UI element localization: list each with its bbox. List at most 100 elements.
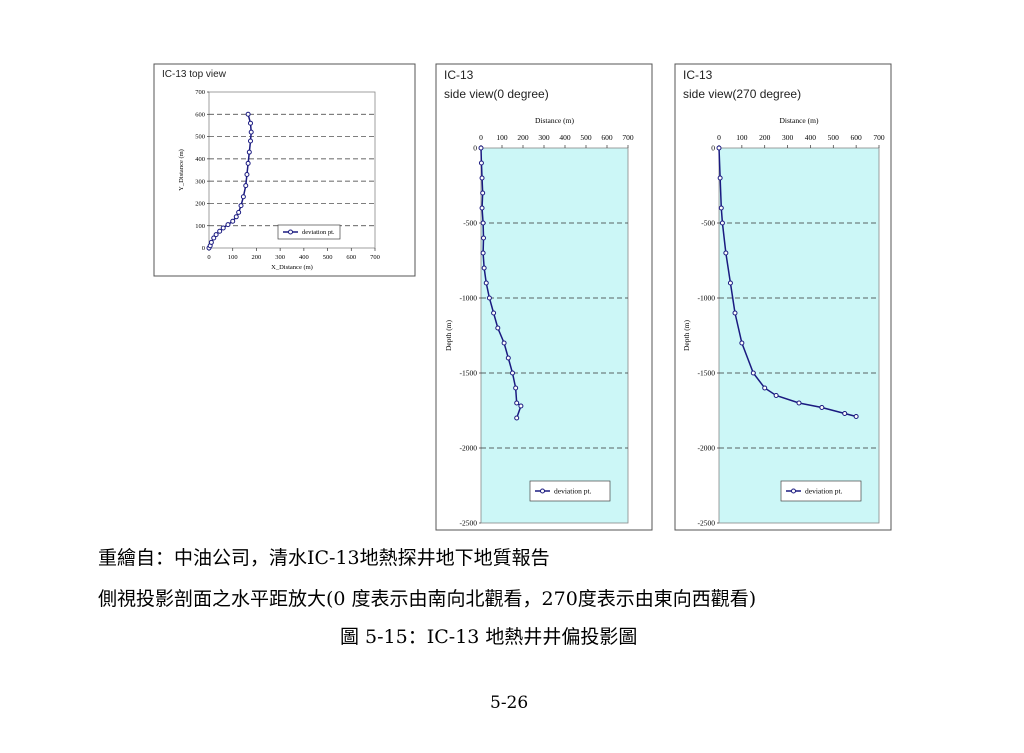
- data-point: [480, 220, 486, 226]
- x-tick-label: 0: [717, 133, 721, 142]
- data-point: [479, 205, 485, 211]
- legend-marker: [288, 229, 293, 235]
- y-tick-label: 100: [195, 223, 205, 230]
- x-tick-label: 500: [828, 133, 840, 142]
- data-point: [853, 414, 859, 419]
- legend-label: deviation pt.: [805, 487, 843, 496]
- data-point: [842, 411, 848, 416]
- data-point: [505, 355, 511, 361]
- data-point: [501, 340, 507, 346]
- data-point: [727, 280, 733, 286]
- x-tick-label: 600: [346, 254, 356, 261]
- caption: 重繪自：中油公司，清水IC-13地熱探井地下地質報告: [98, 547, 550, 569]
- y-tick-label: 300: [195, 178, 205, 185]
- series-line: [480, 147, 522, 419]
- data-point: [225, 222, 231, 228]
- data-point: [481, 265, 487, 271]
- data-point: [248, 138, 253, 144]
- y-tick-label: -500: [701, 219, 715, 228]
- data-point: [248, 120, 253, 126]
- y-tick-label: -2500: [460, 519, 478, 528]
- chart-title: IC-13: [683, 68, 713, 82]
- data-point: [495, 325, 501, 331]
- data-point: [245, 111, 251, 117]
- y-tick-label: -2000: [460, 444, 478, 453]
- x-tick-label: 700: [873, 133, 885, 142]
- caption: 側視投影剖面之水平距放大(0 度表示由南向北觀看，270度表示由東向西觀看): [98, 588, 757, 610]
- data-point: [518, 403, 524, 409]
- data-point: [481, 235, 487, 241]
- data-point: [514, 400, 520, 406]
- x-tick-label: 400: [805, 133, 817, 142]
- y-tick-label: -1000: [460, 294, 478, 303]
- legend-marker: [791, 488, 796, 494]
- x-tick-label: 0: [479, 133, 483, 142]
- legend-marker: [540, 488, 545, 494]
- data-point: [248, 129, 254, 135]
- y-tick-label: -1000: [698, 294, 716, 303]
- data-point: [211, 235, 217, 241]
- x-tick-label: 200: [759, 133, 771, 142]
- x-tick-label: 600: [851, 133, 863, 142]
- data-point: [213, 232, 219, 238]
- data-point: [796, 400, 802, 406]
- y-axis-label: Y_Distance (m): [178, 149, 185, 191]
- data-point: [513, 385, 519, 391]
- data-point: [243, 183, 249, 189]
- x-tick-label: 200: [517, 133, 529, 142]
- figure-caption: 圖 5-15：IC-13 地熱井井偏投影圖: [340, 626, 638, 648]
- x-tick-label: 100: [736, 133, 748, 142]
- data-point: [723, 250, 729, 256]
- data-point: [719, 220, 725, 226]
- data-point: [238, 203, 244, 209]
- x-axis-label: Distance (m): [780, 116, 819, 125]
- page-number: 5-26: [490, 693, 529, 713]
- x-tick-label: 700: [622, 133, 634, 142]
- y-tick-label: 0: [711, 144, 715, 153]
- data-point: [762, 385, 768, 391]
- charts: IC-13 top view 0 100 200 300 400 500 600 700 0 100…: [153, 63, 892, 531]
- data-point: [732, 310, 738, 316]
- x-tick-label: 700: [370, 254, 380, 261]
- chart-title: IC-13 top view: [162, 69, 227, 80]
- x-tick-label: 600: [601, 133, 613, 142]
- data-point: [479, 175, 485, 181]
- x-tick-label: 300: [538, 133, 550, 142]
- data-point: [246, 149, 252, 155]
- y-axis-label: Depth (m): [682, 319, 691, 351]
- data-point: [716, 145, 722, 151]
- data-point: [486, 295, 492, 301]
- data-point: [236, 209, 242, 215]
- legend-box: [780, 480, 862, 502]
- y-tick-label: 0: [473, 144, 477, 153]
- chart-subtitle: side view(0 degree): [444, 87, 549, 101]
- legend-label: deviation pt.: [554, 487, 592, 496]
- y-tick-label: 400: [195, 156, 205, 163]
- y-tick-label: -500: [463, 219, 477, 228]
- x-tick-label: 500: [323, 254, 333, 261]
- data-point: [717, 175, 723, 181]
- legend-label: deviation pt.: [302, 229, 335, 236]
- data-point: [220, 225, 226, 231]
- data-point: [208, 239, 214, 245]
- y-tick-label: 600: [195, 111, 205, 118]
- y-tick-label: 700: [195, 89, 205, 96]
- data-point: [514, 415, 520, 421]
- data-point: [244, 171, 250, 177]
- y-tick-label: -1500: [698, 369, 716, 378]
- plot-area: [718, 147, 880, 524]
- x-tick-label: 100: [496, 133, 508, 142]
- data-point: [478, 145, 484, 151]
- x-tick-label: 0: [207, 254, 210, 261]
- legend-box: [277, 224, 341, 240]
- data-point: [491, 310, 497, 316]
- x-tick-label: 100: [228, 254, 238, 261]
- y-tick-label: 500: [195, 134, 205, 141]
- data-point: [510, 370, 515, 376]
- data-point: [245, 160, 251, 166]
- y-tick-label: 200: [195, 201, 205, 208]
- legend-box: [529, 480, 611, 502]
- y-tick-label: -2500: [698, 519, 716, 528]
- data-point: [230, 218, 236, 224]
- data-point: [750, 370, 756, 376]
